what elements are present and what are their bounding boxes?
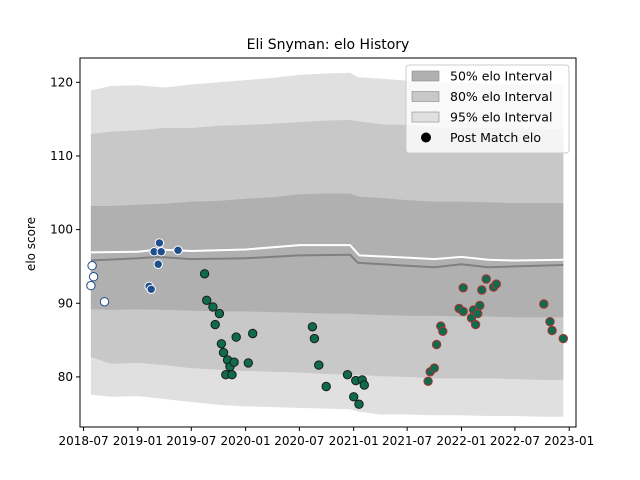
match-point-2-10 bbox=[227, 370, 237, 380]
x-tick-label-8: 2022-07 bbox=[490, 434, 540, 448]
match-point-2-20 bbox=[349, 392, 359, 402]
match-point-2-4 bbox=[214, 308, 225, 319]
match-point-2-14 bbox=[248, 328, 258, 339]
match-point-3-3 bbox=[431, 339, 442, 350]
match-point-2-18 bbox=[321, 381, 331, 392]
legend-swatch-0 bbox=[411, 70, 440, 82]
legend: 50% elo Interval 80% elo Interval 95% elo … bbox=[405, 64, 570, 154]
legend-swatch-1 bbox=[411, 91, 440, 102]
match-point-1-1 bbox=[146, 284, 156, 294]
x-tick-label-3: 2020-01 bbox=[221, 434, 271, 448]
match-point-2-22 bbox=[354, 399, 364, 409]
axes-frame bbox=[79, 57, 577, 428]
x-tick-label-2: 2019-07 bbox=[166, 434, 216, 448]
match-point-3-8 bbox=[458, 306, 468, 317]
match-point-0-2 bbox=[88, 272, 99, 282]
match-point-2-12 bbox=[231, 332, 241, 342]
legend-label-0: 50% elo Interval bbox=[450, 69, 552, 84]
match-point-0-0 bbox=[86, 280, 96, 291]
axes: 2018-07 2019-01 2019-07 2020-01 2020-07 2021-… bbox=[50, 57, 594, 448]
y-tick-label-1: 90 bbox=[58, 296, 73, 310]
match-point-3-11 bbox=[470, 319, 481, 330]
legend-label-2: 95% elo Interval bbox=[450, 110, 552, 125]
match-point-2-3 bbox=[208, 302, 218, 312]
match-point-3-12 bbox=[473, 308, 483, 319]
legend-swatch-2 bbox=[411, 111, 440, 123]
trend-line-1 bbox=[90, 253, 564, 269]
legend-marker-3 bbox=[421, 132, 431, 143]
x-tick-label-9: 2023-01 bbox=[544, 434, 594, 448]
match-point-2-17 bbox=[314, 360, 324, 370]
match-point-3-15 bbox=[481, 274, 491, 284]
y-tick-label-4: 120 bbox=[50, 75, 73, 89]
match-point-2-19 bbox=[342, 370, 353, 380]
match-point-2-6 bbox=[218, 347, 229, 358]
match-point-2-13 bbox=[243, 358, 254, 368]
plot-area bbox=[86, 72, 568, 417]
y-tick-label-2: 100 bbox=[50, 223, 73, 237]
match-point-2-2 bbox=[210, 319, 220, 330]
match-point-2-5 bbox=[216, 339, 227, 349]
match-point-3-0 bbox=[423, 376, 433, 386]
y-tick-label-0: 80 bbox=[58, 370, 73, 384]
match-point-1-6 bbox=[173, 245, 183, 255]
match-point-2-15 bbox=[307, 322, 318, 332]
chart-title: Eli Snyman: elo History bbox=[247, 37, 410, 53]
x-tick-label-6: 2021-07 bbox=[382, 434, 432, 448]
match-point-3-13 bbox=[475, 300, 485, 311]
match-point-0-1 bbox=[87, 261, 97, 271]
match-point-3-19 bbox=[545, 317, 555, 327]
match-point-2-16 bbox=[309, 333, 320, 344]
match-point-3-7 bbox=[458, 283, 468, 293]
x-tick-label-4: 2020-07 bbox=[274, 434, 324, 448]
match-point-1-3 bbox=[153, 259, 163, 269]
match-point-0-3 bbox=[99, 297, 110, 307]
legend-box bbox=[405, 64, 570, 154]
x-tick-label-7: 2022-01 bbox=[436, 434, 486, 448]
x-tick-label-0: 2018-07 bbox=[58, 434, 108, 448]
y-axis-label: elo score bbox=[24, 217, 38, 271]
match-point-2-11 bbox=[229, 357, 239, 367]
legend-label-3: Post Match elo bbox=[450, 130, 541, 145]
match-point-3-2 bbox=[429, 363, 439, 373]
x-tick-label-5: 2021-01 bbox=[329, 434, 379, 448]
x-tick-label-1: 2019-01 bbox=[113, 434, 163, 448]
match-point-3-21 bbox=[558, 333, 568, 344]
match-point-3-17 bbox=[491, 279, 501, 289]
legend-label-1: 80% elo Interval bbox=[450, 89, 552, 104]
match-point-3-20 bbox=[547, 325, 557, 336]
match-point-1-5 bbox=[156, 247, 166, 257]
match-point-3-18 bbox=[539, 299, 549, 309]
match-point-2-24 bbox=[359, 380, 369, 390]
y-tick-label-3: 110 bbox=[50, 149, 73, 163]
match-point-3-14 bbox=[477, 285, 487, 295]
match-point-1-4 bbox=[154, 238, 165, 248]
match-point-2-0 bbox=[199, 269, 210, 279]
match-point-3-5 bbox=[438, 326, 448, 336]
match-point-2-1 bbox=[202, 295, 212, 305]
